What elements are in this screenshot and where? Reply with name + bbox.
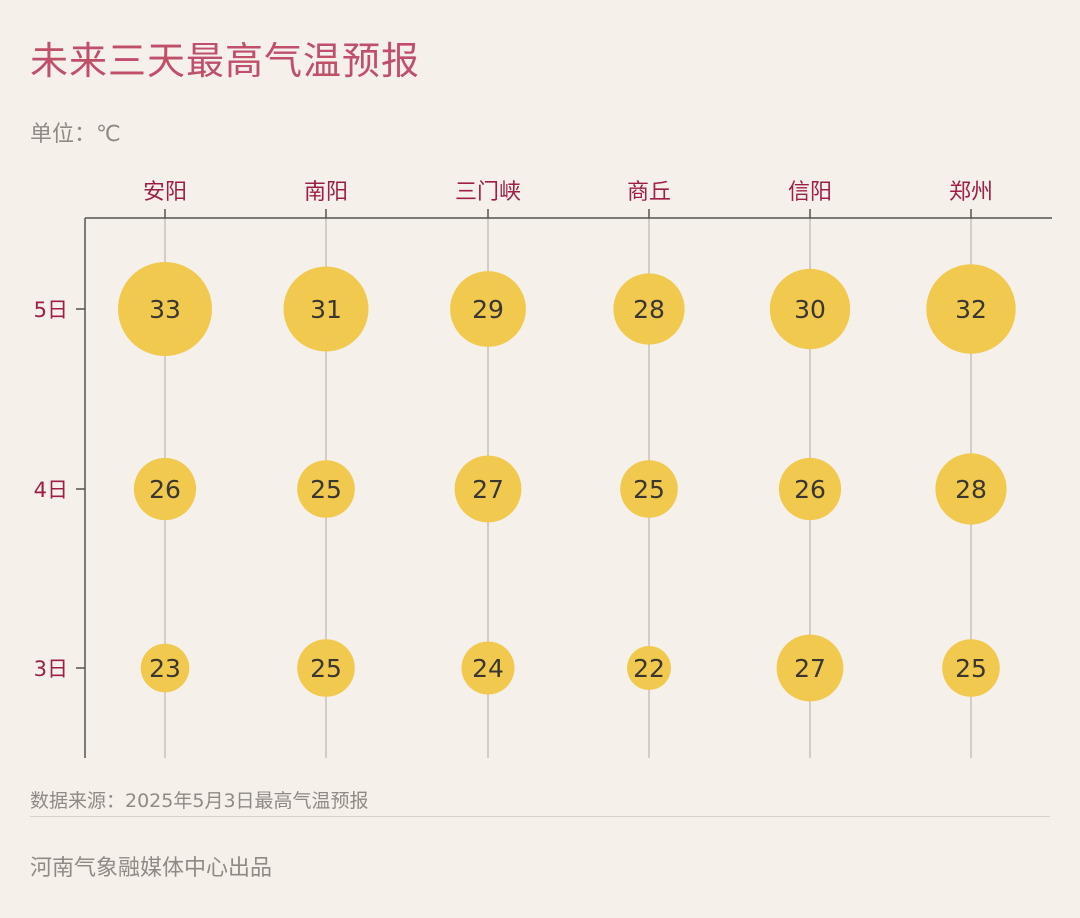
data-label: 26 xyxy=(149,475,181,504)
data-label: 28 xyxy=(955,475,987,504)
temperature-bubble xyxy=(140,643,190,693)
data-label: 33 xyxy=(149,295,181,324)
x-tick-label: 信阳 xyxy=(788,180,832,205)
publisher-credit: 河南气象融媒体中心出品 xyxy=(30,856,273,881)
temperature-bubble xyxy=(926,264,1016,354)
data-label: 27 xyxy=(794,654,826,683)
data-label: 27 xyxy=(472,475,504,504)
x-tick-label: 三门峡 xyxy=(455,180,521,205)
temperature-bubble xyxy=(778,457,842,521)
x-tick-label: 安阳 xyxy=(143,180,187,205)
data-label: 23 xyxy=(149,654,181,683)
temperature-bubble xyxy=(935,453,1007,525)
data-label: 32 xyxy=(955,295,987,324)
data-label: 22 xyxy=(633,654,665,683)
temperature-bubble xyxy=(769,268,851,350)
x-tick-label: 商丘 xyxy=(627,180,671,205)
data-label: 25 xyxy=(955,654,987,683)
data-label: 29 xyxy=(472,295,504,324)
temperature-bubble xyxy=(133,457,197,521)
x-tick-label: 南阳 xyxy=(304,180,348,205)
data-label: 24 xyxy=(472,654,504,683)
data-source-note: 数据来源：2025年5月3日最高气温预报 xyxy=(30,790,369,812)
temperature-bubble xyxy=(613,273,685,345)
footer-divider xyxy=(30,816,1050,817)
temperature-bubble xyxy=(283,266,369,352)
temperature-bubble xyxy=(461,641,515,695)
temperature-bubble xyxy=(454,455,522,523)
data-label: 26 xyxy=(794,475,826,504)
y-tick-label: 4日 xyxy=(34,478,68,502)
data-label: 31 xyxy=(310,295,342,324)
data-label: 25 xyxy=(310,654,342,683)
temperature-bubble xyxy=(118,262,212,356)
data-label: 30 xyxy=(794,295,826,324)
data-label: 25 xyxy=(633,475,665,504)
temperature-bubble xyxy=(776,634,844,702)
unit-label: 单位：℃ xyxy=(30,122,121,147)
temperature-bubble xyxy=(450,271,526,347)
temperature-bubble xyxy=(297,460,355,518)
y-tick-label: 3日 xyxy=(34,657,68,681)
temperature-bubble xyxy=(620,460,678,518)
temperature-bubble xyxy=(297,639,355,697)
temperature-bubble xyxy=(627,646,671,690)
x-tick-label: 郑州 xyxy=(949,180,993,205)
data-label: 25 xyxy=(310,475,342,504)
data-label: 28 xyxy=(633,295,665,324)
y-tick-label: 5日 xyxy=(34,298,68,322)
chart-title: 未来三天最高气温预报 xyxy=(30,39,421,83)
temperature-bubble xyxy=(942,639,1000,697)
